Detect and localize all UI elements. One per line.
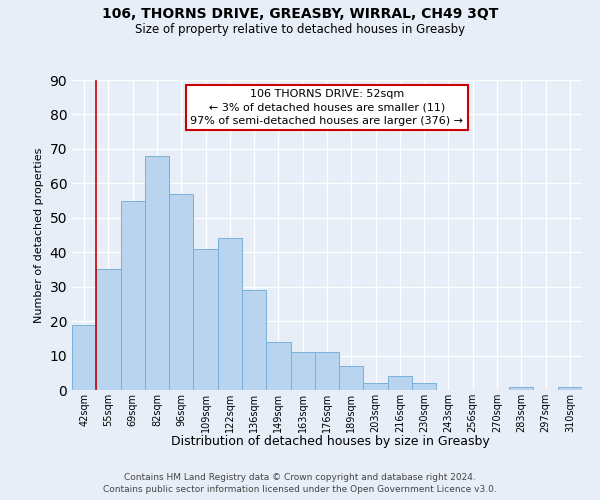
Bar xyxy=(72,324,96,390)
Text: 106, THORNS DRIVE, GREASBY, WIRRAL, CH49 3QT: 106, THORNS DRIVE, GREASBY, WIRRAL, CH49… xyxy=(102,8,498,22)
Y-axis label: Number of detached properties: Number of detached properties xyxy=(34,148,44,322)
Bar xyxy=(290,352,315,390)
Text: Size of property relative to detached houses in Greasby: Size of property relative to detached ho… xyxy=(135,22,465,36)
Bar xyxy=(315,352,339,390)
Bar xyxy=(242,290,266,390)
Bar xyxy=(558,386,582,390)
Bar xyxy=(412,383,436,390)
Bar xyxy=(364,383,388,390)
Bar xyxy=(266,342,290,390)
Text: Distribution of detached houses by size in Greasby: Distribution of detached houses by size … xyxy=(170,435,490,448)
Bar xyxy=(193,249,218,390)
Text: Contains public sector information licensed under the Open Government Licence v3: Contains public sector information licen… xyxy=(103,485,497,494)
Text: 106 THORNS DRIVE: 52sqm
← 3% of detached houses are smaller (11)
97% of semi-det: 106 THORNS DRIVE: 52sqm ← 3% of detached… xyxy=(191,90,464,126)
Bar xyxy=(96,270,121,390)
Bar xyxy=(339,366,364,390)
Bar xyxy=(169,194,193,390)
Bar xyxy=(145,156,169,390)
Bar xyxy=(388,376,412,390)
Bar xyxy=(509,386,533,390)
Bar xyxy=(218,238,242,390)
Bar xyxy=(121,200,145,390)
Text: Contains HM Land Registry data © Crown copyright and database right 2024.: Contains HM Land Registry data © Crown c… xyxy=(124,472,476,482)
